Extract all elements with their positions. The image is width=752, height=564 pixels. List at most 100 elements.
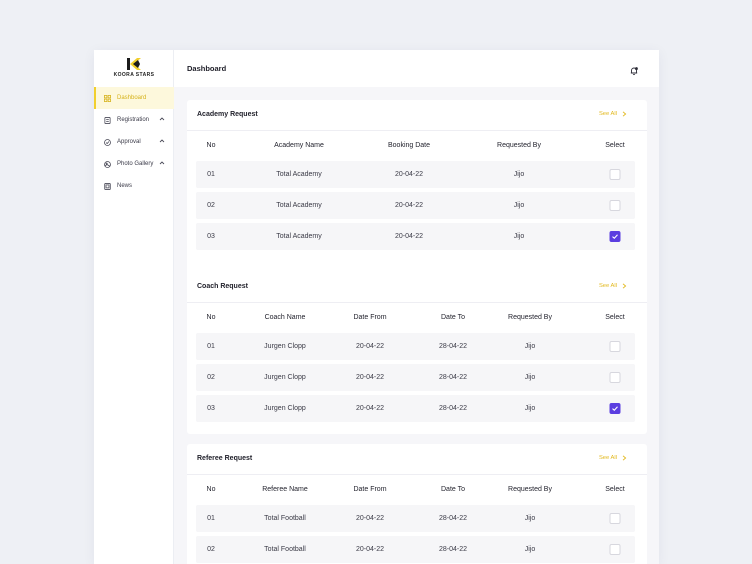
table-header: No Academy Name Booking Date Requested B… — [187, 131, 647, 160]
coach-request-card: Coach Request See All No Coach Name Date… — [187, 272, 647, 434]
column-header: Date From — [353, 314, 387, 321]
select-checkbox[interactable] — [609, 544, 621, 555]
sidebar-item-dashboard[interactable]: Dashboard — [94, 87, 174, 109]
cell-no: 01 — [207, 515, 215, 522]
select-checkbox[interactable] — [609, 200, 621, 211]
column-header: Date From — [353, 486, 387, 493]
sidebar-item-approval[interactable]: Approval — [94, 131, 174, 153]
column-header: Requested By — [508, 314, 552, 321]
cell-no: 02 — [207, 546, 215, 553]
column-header: Coach Name — [264, 314, 306, 321]
cell-date-from: 20-04-22 — [355, 374, 385, 381]
cell-requested-by: Jijo — [513, 202, 525, 209]
cell-no: 02 — [207, 202, 215, 209]
cell-name: Jurgen Clopp — [264, 343, 306, 350]
cell-date-to: 28-04-22 — [438, 515, 468, 522]
cell-date-from: 20-04-22 — [355, 515, 385, 522]
logo-text: KOORA STARS — [113, 72, 155, 78]
cell-requested-by: Jijo — [524, 546, 536, 553]
cell-no: 03 — [207, 405, 215, 412]
chevron-right-icon — [622, 283, 627, 289]
grid-icon — [104, 94, 111, 102]
check-icon — [612, 406, 618, 411]
see-all-link[interactable]: See All — [599, 283, 627, 289]
table-row: 01 Total Football 20-04-22 28-04-22 Jijo — [196, 505, 635, 532]
cell-date: 20-04-22 — [394, 202, 424, 209]
chevron-up-icon[interactable] — [159, 116, 165, 122]
document-icon — [104, 116, 111, 124]
card-title: Coach Request — [197, 283, 248, 290]
newspaper-icon — [104, 182, 111, 190]
table-header: No Coach Name Date From Date To Requeste… — [187, 303, 647, 332]
sidebar-item-photo-gallery[interactable]: Photo Gallery — [94, 153, 174, 175]
card-title: Referee Request — [197, 455, 253, 462]
cell-requested-by: Jijo — [513, 171, 525, 178]
table-row: 01 Jurgen Clopp 20-04-22 28-04-22 Jijo — [196, 333, 635, 360]
see-all-label: See All — [598, 455, 617, 461]
cell-name: Total Academy — [276, 171, 322, 178]
cell-requested-by: Jijo — [513, 233, 525, 240]
column-header: Booking Date — [387, 142, 431, 149]
card-header: Referee Request See All — [187, 444, 647, 475]
sidebar-item-label: Registration — [117, 117, 150, 123]
select-checkbox[interactable] — [609, 169, 621, 180]
sidebar-item-news[interactable]: News — [94, 175, 174, 197]
select-checkbox[interactable] — [609, 372, 621, 383]
table-row: 02 Jurgen Clopp 20-04-22 28-04-22 Jijo — [196, 364, 635, 391]
cell-name: Total Football — [264, 515, 306, 522]
column-header: Select — [605, 142, 625, 149]
card-title: Academy Request — [197, 111, 258, 118]
cell-date-to: 28-04-22 — [438, 374, 468, 381]
cell-no: 01 — [207, 343, 215, 350]
select-checkbox[interactable] — [609, 231, 621, 242]
cell-date: 20-04-22 — [394, 171, 424, 178]
cell-date-to: 28-04-22 — [438, 546, 468, 553]
table-row: 02 Total Academy 20-04-22 Jijo — [196, 192, 635, 219]
bell-icon[interactable] — [629, 63, 639, 76]
select-checkbox[interactable] — [609, 341, 621, 352]
cell-name: Total Academy — [276, 233, 322, 240]
sidebar-item-registration[interactable]: Registration — [94, 109, 174, 131]
sidebar-item-label: News — [117, 183, 133, 189]
cell-requested-by: Jijo — [524, 515, 536, 522]
select-checkbox[interactable] — [609, 513, 621, 524]
table-header: No Referee Name Date From Date To Reques… — [187, 475, 647, 504]
cell-date-from: 20-04-22 — [355, 546, 385, 553]
app-window: KOORA STARS Dashboard Registration — [94, 50, 659, 564]
chevron-right-icon — [622, 455, 627, 461]
see-all-link[interactable]: See All — [599, 455, 627, 461]
column-header: Select — [605, 314, 625, 321]
see-all-label: See All — [598, 111, 617, 117]
cell-name: Jurgen Clopp — [264, 374, 306, 381]
cell-date-from: 20-04-22 — [355, 405, 385, 412]
check-icon — [612, 234, 618, 239]
card-header: Coach Request See All — [187, 272, 647, 303]
column-header: No — [206, 142, 216, 149]
check-circle-icon — [104, 138, 111, 146]
column-header: No — [206, 486, 216, 493]
sidebar-item-label: Approval — [117, 139, 141, 145]
referee-request-card: Referee Request See All No Referee Name … — [187, 444, 647, 564]
cell-date-to: 28-04-22 — [438, 343, 468, 350]
select-checkbox[interactable] — [609, 403, 621, 414]
table-row: 03 Jurgen Clopp 20-04-22 28-04-22 Jijo — [196, 395, 635, 422]
cell-name: Total Academy — [276, 202, 322, 209]
see-all-link[interactable]: See All — [599, 111, 627, 117]
sidebar: KOORA STARS Dashboard Registration — [94, 50, 174, 564]
chevron-up-icon[interactable] — [159, 160, 165, 166]
cell-requested-by: Jijo — [524, 374, 536, 381]
cell-date: 20-04-22 — [394, 233, 424, 240]
logo[interactable]: KOORA STARS — [108, 56, 160, 80]
chevron-up-icon[interactable] — [159, 138, 165, 144]
table-row: 02 Total Football 20-04-22 28-04-22 Jijo — [196, 536, 635, 563]
see-all-label: See All — [598, 283, 617, 289]
table-row: 01 Total Academy 20-04-22 Jijo — [196, 161, 635, 188]
column-header: Date To — [441, 486, 465, 493]
column-header: Requested By — [508, 486, 552, 493]
image-icon — [104, 160, 111, 168]
cell-no: 02 — [207, 374, 215, 381]
page-title: Dashboard — [187, 64, 227, 73]
chevron-right-icon — [622, 111, 627, 117]
card-header: Academy Request See All — [187, 100, 647, 131]
cell-no: 01 — [207, 171, 215, 178]
